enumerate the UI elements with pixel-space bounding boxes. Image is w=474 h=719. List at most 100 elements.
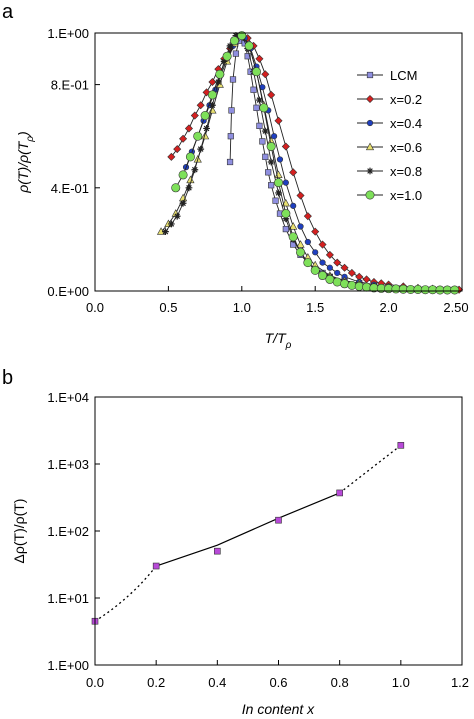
data-point [222,51,232,61]
data-point [184,124,193,133]
panel-a-x-tick-label: 1.5 [306,300,324,315]
data-point [268,182,275,189]
data-point [276,156,284,163]
data-point [397,442,405,449]
data-point [318,240,327,249]
panel-a-x-tick-label: 0.0 [86,300,104,315]
data-point [200,131,210,140]
data-point [229,76,237,83]
legend-item: x=0.2 [357,92,422,107]
data-point [272,197,279,204]
panel-b-y-tick-label: 1.E+02 [47,524,89,539]
data-point [259,138,266,145]
data-point [229,36,239,46]
data-point [179,134,188,143]
data-point [173,212,181,220]
data-point [173,145,182,154]
data-point [251,67,261,77]
panel-b-x-tick-label: 1.2 [451,675,469,690]
data-point [282,179,289,186]
data-point [226,42,234,50]
data-point [311,227,320,236]
data-point [274,116,283,125]
data-point [214,547,221,555]
data-point [214,78,222,86]
data-point [232,32,240,39]
data-point [190,111,199,120]
panel-a-ylabel-main: ρ(T)/ρ(T [15,140,31,193]
data-point [288,232,298,242]
panel-b-x-tick-label: 0.2 [147,675,165,690]
data-point [347,268,356,277]
panel-a-ticks: 0.0 0.5 1.0 1.5 2.0 2.50 0.E+00 4.E-01 8.E-01 1.E… [47,26,468,315]
data-point [332,277,342,287]
panel-a: a 0.0 0.5 1.0 1.5 2.0 2.50 0.E+00 4.E-01 8.E-01 1… [2,1,469,351]
data-point [261,70,270,79]
panel-b-y-axis-label: Δρ(T)/ρ(T) [11,499,27,564]
data-point [244,53,251,60]
panel-a-legend: LCM x=0.2 x=0.4 x=0.6 x=0.8 x=1.0 [357,68,422,203]
data-point [297,223,304,230]
panel-b-series [91,442,405,625]
data-point [326,264,333,271]
series-x=1.0 [171,31,460,295]
data-point [250,86,257,93]
data-point [281,142,290,151]
legend-marker [366,167,374,175]
legend-marker [366,71,374,79]
data-point [266,142,276,152]
data-point [178,170,188,180]
data-point [336,489,343,497]
legend-label: x=0.2 [390,92,422,107]
data-point [303,258,313,268]
legend-label: LCM [390,68,417,83]
data-point [203,125,210,132]
data-point [275,189,282,197]
data-point [340,263,349,272]
data-point [303,212,312,221]
panel-a-label: a [2,1,14,23]
panel-b-x-tick-label: 0.8 [331,675,349,690]
panel-b-y-tick-label: 1.E+00 [47,658,89,673]
data-point [197,145,205,153]
legend-marker [365,94,375,104]
data-point [319,259,326,266]
data-point [179,199,187,207]
data-point [290,202,297,209]
data-point [228,107,235,114]
data-point [262,153,269,160]
panel-b-x-tick-label: 1.0 [392,675,410,690]
data-point [275,516,282,524]
data-point [267,158,275,166]
legend-label: x=0.6 [390,140,422,155]
data-point [310,265,320,275]
panel-a-y-tick-label: 8.E-01 [51,78,89,93]
data-point [232,50,240,57]
data-point [450,285,460,295]
data-point [296,191,305,200]
trend-line-dotted [94,565,157,622]
data-point [282,225,289,233]
panel-a-x-tick-label: 2.50 [443,300,468,315]
panel-a-x-tick-label: 0.5 [159,300,177,315]
data-point [200,111,210,121]
legend-item: LCM [357,68,417,83]
legend-label: x=0.8 [390,164,422,179]
data-point [152,562,160,570]
panel-b-plot-frame [94,396,463,666]
data-point [340,279,350,289]
panel-b-x-tick-label: 0.6 [269,675,287,690]
panel-a-series [156,31,464,295]
data-point [261,127,269,135]
data-point [220,57,228,65]
data-point [273,178,283,188]
legend-item: x=0.4 [357,116,422,131]
panel-a-y-tick-label: 0.E+00 [47,284,89,299]
data-point [334,269,341,277]
data-point [256,96,263,104]
data-point [296,247,306,257]
data-point [185,184,193,192]
panel-a-ylabel-sub: ρ [25,136,36,143]
data-point [333,258,342,267]
